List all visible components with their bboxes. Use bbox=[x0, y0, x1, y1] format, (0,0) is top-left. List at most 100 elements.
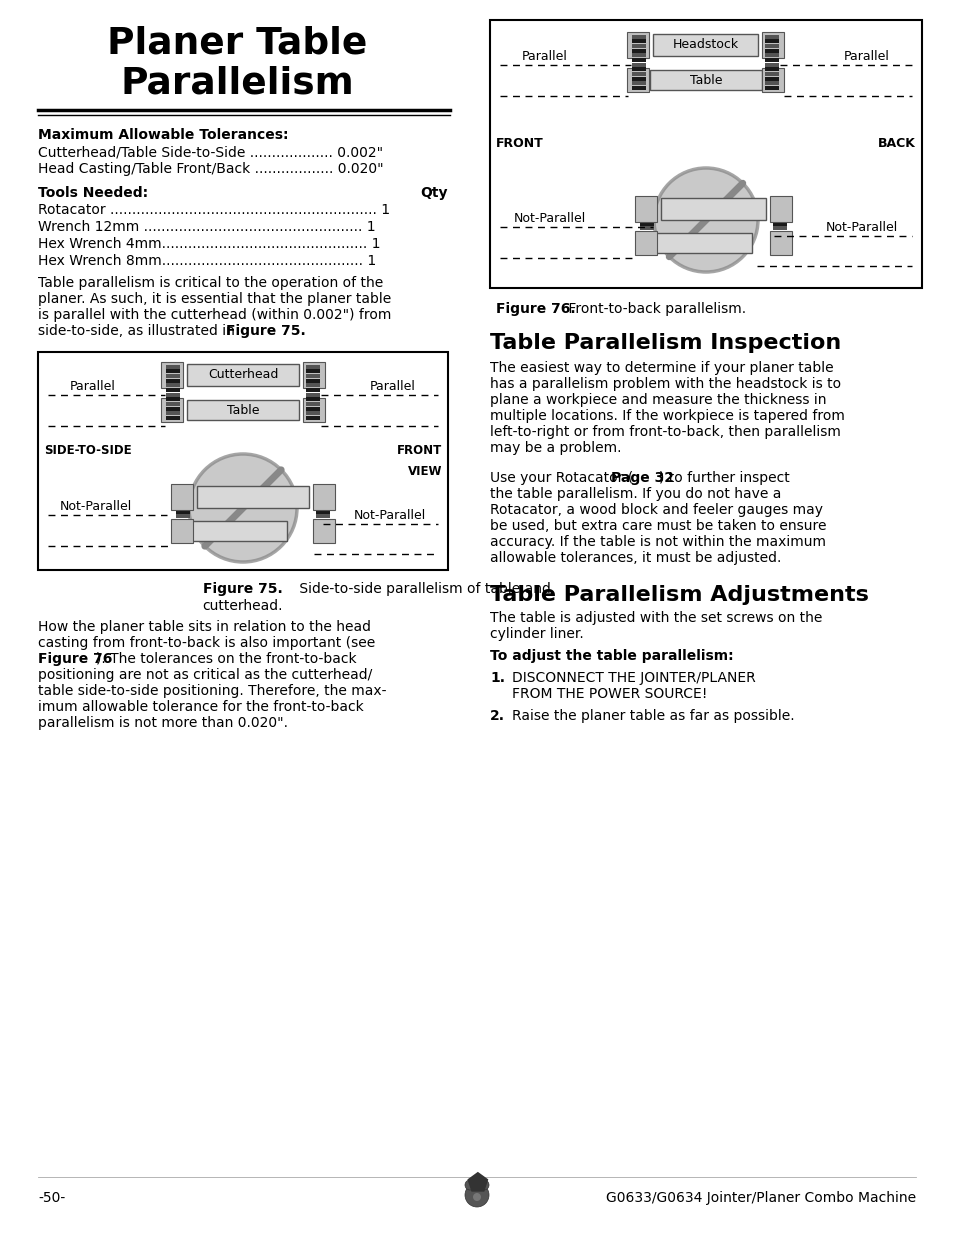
Bar bbox=[639, 249, 654, 253]
Text: ) to further inspect: ) to further inspect bbox=[659, 471, 789, 485]
Text: Rotacator ............................................................. 1: Rotacator ..............................… bbox=[38, 203, 390, 217]
Text: Parallel: Parallel bbox=[70, 380, 116, 393]
Text: Page 32: Page 32 bbox=[610, 471, 673, 485]
Bar bbox=[175, 527, 190, 532]
Text: parallelism is not more than 0.020".: parallelism is not more than 0.020". bbox=[38, 716, 288, 730]
Bar bbox=[773, 231, 786, 235]
Text: Tools Needed:: Tools Needed: bbox=[38, 186, 148, 200]
Text: Table Parallelism Inspection: Table Parallelism Inspection bbox=[490, 333, 841, 353]
Bar bbox=[773, 217, 786, 221]
Text: side-to-side, as illustrated in: side-to-side, as illustrated in bbox=[38, 324, 239, 338]
Bar bbox=[175, 532, 190, 536]
Bar bbox=[632, 53, 646, 57]
Text: Head Casting/Table Front/Back .................. 0.020": Head Casting/Table Front/Back ..........… bbox=[38, 162, 383, 177]
Bar bbox=[315, 505, 330, 509]
Text: cylinder liner.: cylinder liner. bbox=[490, 627, 583, 641]
Bar bbox=[303, 398, 325, 422]
Bar bbox=[660, 198, 765, 220]
Circle shape bbox=[464, 1179, 475, 1191]
Text: Hex Wrench 4mm............................................... 1: Hex Wrench 4mm..........................… bbox=[38, 237, 380, 251]
Bar bbox=[773, 240, 786, 243]
Bar bbox=[306, 388, 319, 391]
Bar bbox=[639, 240, 654, 243]
Bar bbox=[761, 68, 783, 91]
Bar bbox=[764, 35, 779, 38]
Bar bbox=[764, 53, 779, 57]
Text: BACK: BACK bbox=[877, 137, 915, 149]
Bar bbox=[175, 514, 190, 519]
Circle shape bbox=[189, 454, 296, 562]
Text: Planer Table
Parallelism: Planer Table Parallelism bbox=[107, 25, 367, 101]
Bar bbox=[764, 77, 779, 80]
Circle shape bbox=[473, 1193, 480, 1200]
Bar bbox=[315, 524, 330, 527]
Bar bbox=[764, 72, 779, 77]
Text: is parallel with the cutterhead (within 0.002") from: is parallel with the cutterhead (within … bbox=[38, 308, 391, 322]
Bar bbox=[166, 364, 180, 369]
Text: Figure 76.: Figure 76. bbox=[496, 303, 575, 316]
Bar bbox=[635, 196, 657, 222]
Bar bbox=[632, 63, 646, 67]
Text: Not-Parallel: Not-Parallel bbox=[60, 500, 132, 513]
Bar bbox=[306, 406, 319, 411]
Bar bbox=[639, 245, 654, 248]
Bar bbox=[306, 369, 319, 373]
Text: left-to-right or from front-to-back, then parallelism: left-to-right or from front-to-back, the… bbox=[490, 425, 840, 438]
Text: Qty: Qty bbox=[420, 186, 448, 200]
Text: may be a problem.: may be a problem. bbox=[490, 441, 620, 454]
Text: Not-Parallel: Not-Parallel bbox=[354, 509, 426, 522]
Bar bbox=[315, 510, 330, 514]
Bar bbox=[639, 233, 751, 253]
Text: 2.: 2. bbox=[490, 709, 504, 722]
Bar bbox=[315, 487, 330, 490]
Bar bbox=[770, 196, 792, 222]
Bar bbox=[639, 199, 654, 203]
Text: plane a workpiece and measure the thickness in: plane a workpiece and measure the thickn… bbox=[490, 393, 825, 408]
Text: The table is adjusted with the set screws on the: The table is adjusted with the set screw… bbox=[490, 611, 821, 625]
Text: To adjust the table parallelism:: To adjust the table parallelism: bbox=[490, 650, 733, 663]
Bar bbox=[166, 379, 180, 383]
Bar bbox=[764, 40, 779, 43]
Bar bbox=[187, 364, 298, 387]
Text: -50-: -50- bbox=[38, 1191, 65, 1205]
Text: be used, but extra care must be taken to ensure: be used, but extra care must be taken to… bbox=[490, 519, 825, 534]
Bar bbox=[306, 379, 319, 383]
Text: planer. As such, it is essential that the planer table: planer. As such, it is essential that th… bbox=[38, 291, 391, 306]
Bar bbox=[764, 68, 779, 72]
Bar bbox=[38, 352, 448, 571]
Text: positioning are not as critical as the cutterhead/: positioning are not as critical as the c… bbox=[38, 668, 372, 682]
Bar bbox=[632, 48, 646, 53]
Bar bbox=[315, 496, 330, 500]
Bar bbox=[315, 527, 330, 532]
Bar bbox=[175, 505, 190, 509]
Bar bbox=[303, 362, 325, 388]
Text: Raise the planer table as far as possible.: Raise the planer table as far as possibl… bbox=[512, 709, 794, 722]
Bar bbox=[306, 383, 319, 388]
Bar bbox=[632, 86, 646, 90]
Bar bbox=[639, 212, 654, 216]
Text: G0633/G0634 Jointer/Planer Combo Machine: G0633/G0634 Jointer/Planer Combo Machine bbox=[605, 1191, 915, 1205]
Text: FRONT: FRONT bbox=[496, 137, 543, 149]
Text: Cutterhead: Cutterhead bbox=[217, 490, 288, 504]
Bar bbox=[639, 226, 654, 230]
Text: Wrench 12mm .................................................. 1: Wrench 12mm ............................… bbox=[38, 220, 375, 233]
Bar bbox=[306, 398, 319, 401]
Bar bbox=[632, 72, 646, 77]
Bar bbox=[773, 204, 786, 207]
Text: Not-Parallel: Not-Parallel bbox=[825, 221, 897, 233]
Bar bbox=[315, 537, 330, 541]
Bar bbox=[773, 207, 786, 211]
Text: imum allowable tolerance for the front-to-back: imum allowable tolerance for the front-t… bbox=[38, 700, 363, 714]
Bar bbox=[770, 231, 792, 254]
Text: ⬟: ⬟ bbox=[466, 1171, 487, 1195]
Bar bbox=[627, 32, 649, 58]
Bar bbox=[166, 398, 180, 401]
Bar bbox=[166, 411, 180, 415]
Bar bbox=[490, 20, 921, 288]
Bar bbox=[175, 519, 190, 522]
Circle shape bbox=[464, 1183, 489, 1207]
Bar bbox=[175, 496, 190, 500]
Bar bbox=[773, 221, 786, 226]
Bar bbox=[764, 82, 779, 85]
Bar bbox=[166, 406, 180, 411]
